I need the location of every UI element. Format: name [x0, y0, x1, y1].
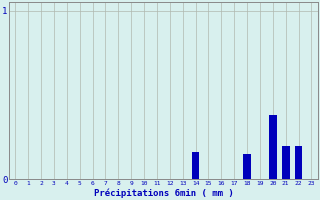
Bar	[269, 115, 277, 179]
Bar	[243, 154, 251, 179]
X-axis label: Précipitations 6min ( mm ): Précipitations 6min ( mm )	[93, 188, 233, 198]
Bar	[282, 146, 290, 179]
Bar	[295, 146, 302, 179]
Bar	[192, 152, 199, 179]
